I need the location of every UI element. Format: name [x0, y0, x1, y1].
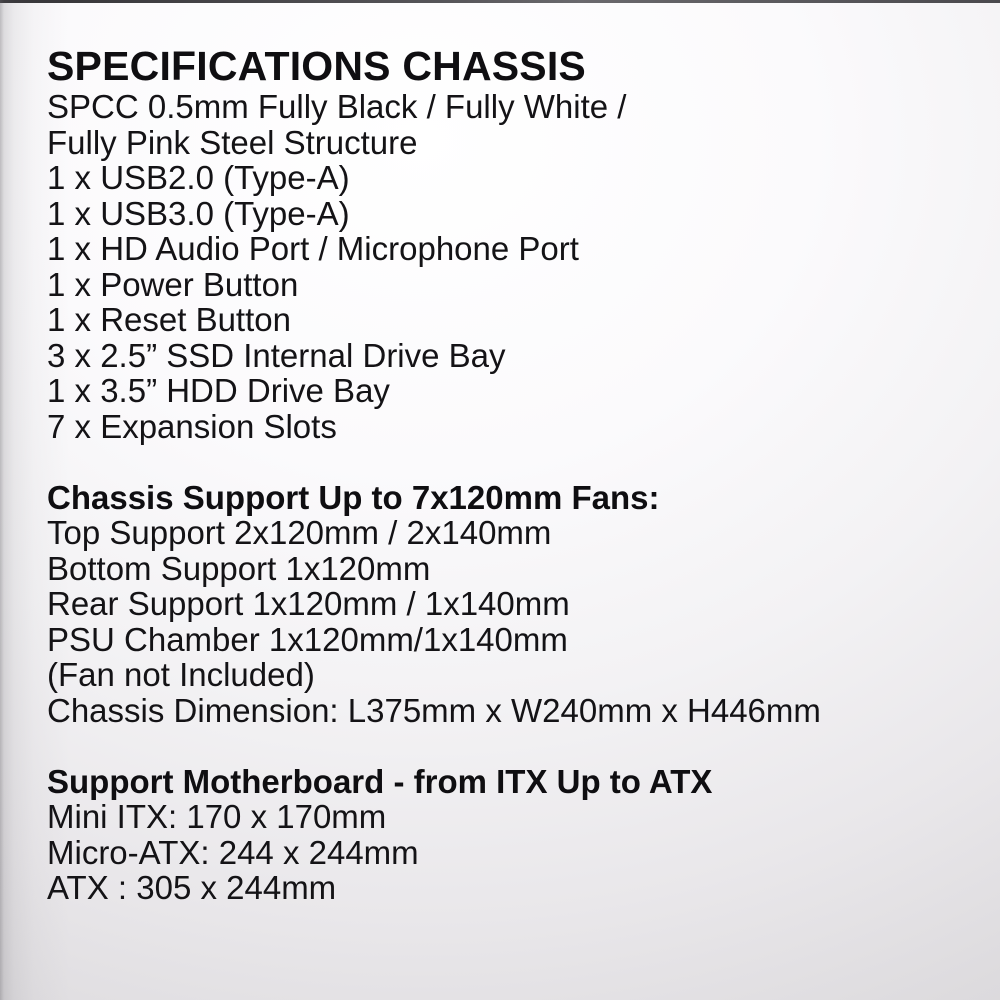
- top-border-line: [0, 0, 1000, 3]
- spec-line: 1 x HD Audio Port / Microphone Port: [47, 230, 579, 267]
- spec-line: 1 x USB2.0 (Type-A): [47, 159, 350, 196]
- spec-line: 1 x Reset Button: [47, 301, 291, 338]
- spec-line: Mini ITX: 170 x 170mm: [47, 798, 387, 835]
- spec-line: Bottom Support 1x120mm: [47, 549, 431, 587]
- spec-line: SPCC 0.5mm Fully Black / Fully White /: [47, 88, 627, 125]
- spec-line: PSU Chamber 1x120mm/1x140mm: [47, 620, 568, 658]
- spec-line: Chassis Dimension: L375mm x W240mm x H44…: [47, 691, 821, 729]
- spec-line: (Fan not Included): [47, 656, 315, 693]
- spec-sections: SPCC 0.5mm Fully Black / Fully White / Fu…: [47, 89, 970, 906]
- spec-line: Fully Pink Steel Structure: [47, 123, 418, 161]
- spec-line: 1 x USB3.0 (Type-A): [47, 194, 350, 232]
- spec-line: ATX : 305 x 244mm: [47, 869, 337, 906]
- spec-line: 1 x 3.5” HDD Drive Bay: [47, 372, 390, 409]
- spec-line: Micro-ATX: 244 x 244mm: [47, 833, 419, 871]
- page-title: SPECIFICATIONS CHASSIS: [47, 43, 586, 89]
- section-heading: Support Motherboard - from ITX Up to ATX: [47, 762, 713, 800]
- spec-content: SPECIFICATIONS CHASSIS SPCC 0.5mm Fully …: [47, 44, 970, 906]
- spec-line: 1 x Power Button: [47, 265, 299, 303]
- spec-line: 7 x Expansion Slots: [47, 407, 337, 445]
- section-heading: Chassis Support Up to 7x120mm Fans:: [47, 478, 660, 516]
- spec-line: Rear Support 1x120mm / 1x140mm: [47, 585, 570, 622]
- spec-line: 3 x 2.5” SSD Internal Drive Bay: [47, 336, 506, 374]
- spec-line: Top Support 2x120mm / 2x140mm: [47, 514, 552, 551]
